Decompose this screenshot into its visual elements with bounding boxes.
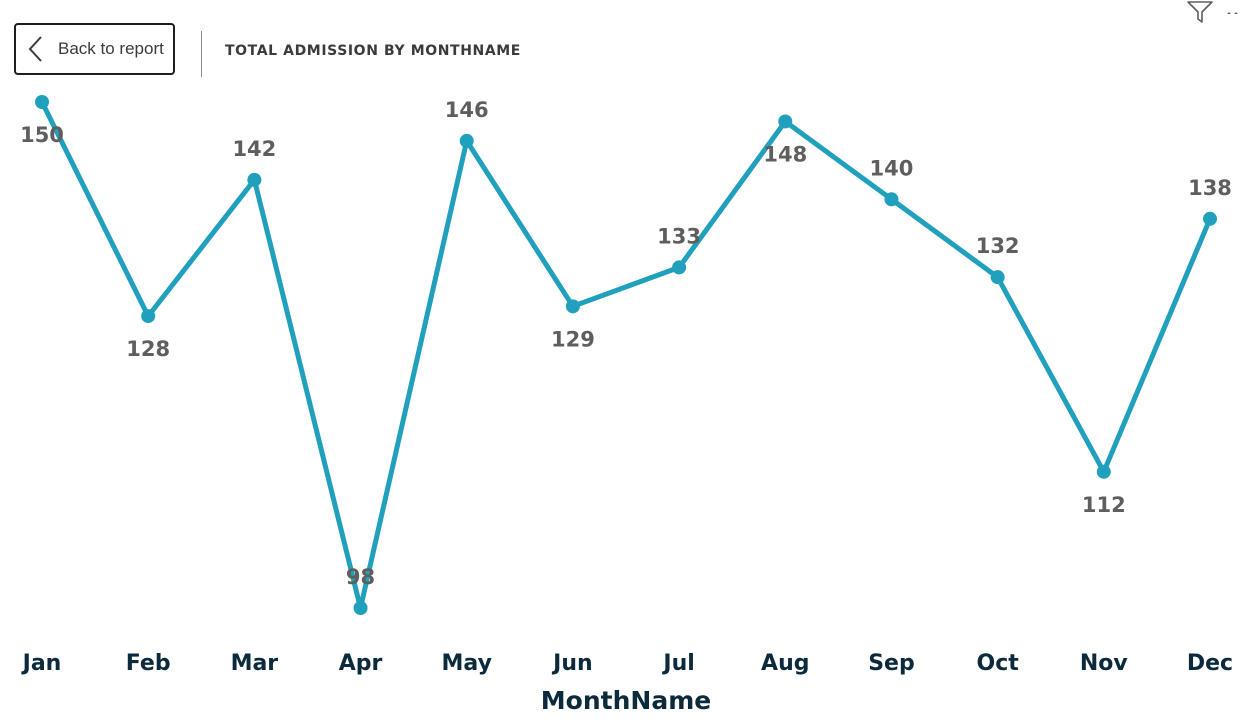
data-label-jul: 133 (657, 224, 701, 248)
data-label-may: 146 (445, 98, 489, 122)
series-line (39, 99, 1213, 611)
data-label-jan: 150 (20, 123, 64, 147)
data-label-mar: 142 (232, 137, 276, 161)
x-tick-feb: Feb (126, 651, 171, 676)
x-tick-dec: Dec (1187, 651, 1233, 676)
data-point-jul[interactable] (672, 260, 687, 275)
data-point-feb[interactable] (141, 309, 156, 324)
x-tick-oct: Oct (977, 651, 1020, 676)
visual-title: TOTAL ADMISSION BY MONTHNAME (225, 43, 521, 59)
data-label-aug: 148 (763, 142, 807, 166)
data-point-nov[interactable] (1096, 464, 1111, 479)
more-options-icon[interactable] (1226, 4, 1241, 14)
data-label-sep: 140 (870, 156, 914, 180)
data-point-mar[interactable] (247, 172, 262, 187)
data-label-feb: 128 (126, 337, 170, 361)
x-tick-may: May (442, 651, 492, 676)
data-point-oct[interactable] (990, 270, 1005, 285)
data-point-may[interactable] (459, 133, 474, 148)
data-label-oct: 132 (976, 234, 1020, 258)
x-tick-nov: Nov (1080, 651, 1129, 676)
data-label-jun: 129 (551, 327, 595, 351)
data-point-sep[interactable] (884, 192, 899, 207)
x-tick-mar: Mar (231, 651, 279, 676)
data-label-dec: 138 (1188, 176, 1232, 200)
x-axis-title: MonthName (541, 686, 711, 715)
filter-icon[interactable] (1186, 0, 1214, 24)
x-tick-apr: Apr (339, 651, 383, 676)
x-tick-jan: Jan (21, 651, 62, 676)
data-point-aug[interactable] (778, 114, 793, 129)
data-point-dec[interactable] (1203, 211, 1217, 226)
x-tick-sep: Sep (868, 651, 915, 676)
data-point-jan[interactable] (35, 95, 49, 109)
x-tick-jul: Jul (661, 651, 694, 676)
data-point-jun[interactable] (565, 299, 580, 314)
x-tick-jun: Jun (551, 651, 593, 676)
header-divider (201, 31, 202, 77)
chevron-left-icon (22, 34, 50, 64)
data-point-apr[interactable] (353, 601, 368, 615)
back-to-report-label: Back to report (58, 39, 164, 58)
x-tick-aug: Aug (761, 651, 809, 676)
data-label-nov: 112 (1082, 493, 1126, 517)
back-to-report-button[interactable]: Back to report (14, 23, 175, 75)
data-label-apr: 98 (346, 565, 375, 589)
